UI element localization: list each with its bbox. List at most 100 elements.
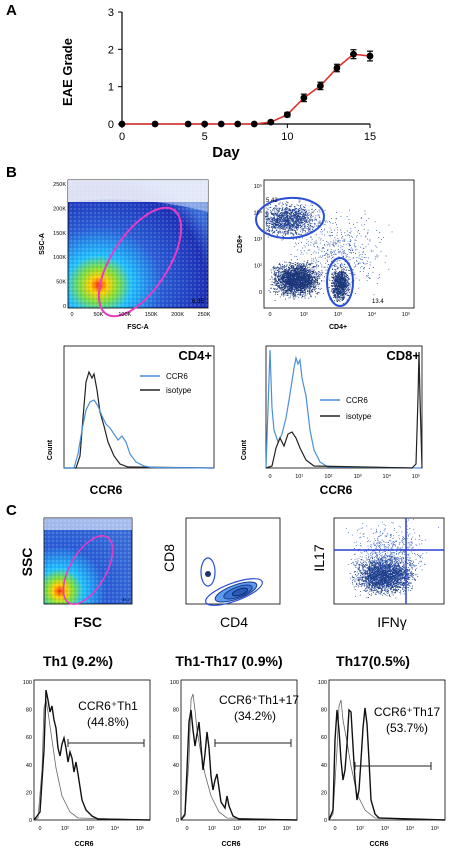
b3-isotype-curve [64,370,215,469]
x-tick-label: 10⁵ [136,825,144,832]
c5-xlabel: CCR6 [221,841,240,848]
b1-gate-pct: 6.35 [192,299,204,305]
c-cd4-cd8-contour-plot: CD8 CD4 [161,517,281,630]
b3-title: CD4+ [178,348,212,363]
eae-point [300,94,308,102]
x-tick-label: 0 [70,312,73,318]
b3-legend-ccr6: CCR6 [166,372,188,381]
x-tick-label: 200K [171,312,184,318]
b1-gate [97,206,183,318]
x-tick-label: 250K [198,312,211,318]
c4-curve-thick [33,689,151,821]
c1-gate-pct: 34.2 [122,597,131,602]
eae-ytick-label: 2 [108,44,114,56]
c3-ylabel: IL17 [311,544,327,571]
c6-xlabel: CCR6 [369,841,388,848]
eae-point [350,50,357,58]
y-tick-label: 20 [26,790,32,796]
x-tick-label: 10⁵ [283,825,291,832]
c-th1-ccr6-histogram: Th1 (9.2%) CCR6⁺Th1 (44.8%) 0 10² 10³ 10⁴ 10… [23,653,151,848]
b2-gate-pct-cd4: 13.4 [372,299,384,305]
y-tick-label: 10² [254,264,262,270]
c-th1th17-ccr6-histogram: Th1-Th17 (0.9%) CCR6⁺Th1+17 (34.2%) 0 10²… [170,653,300,848]
y-tick-label: 0 [176,818,179,824]
event-dots [349,552,422,599]
eae-point [151,120,159,128]
x-tick-label: 10⁴ [368,311,377,318]
x-tick-label: 10⁴ [383,473,392,480]
c2-xlabel: CD4 [220,614,248,630]
y-tick-label: 40 [321,763,327,769]
eae-point [201,120,209,128]
eae-xtick-label: 15 [364,131,376,143]
c5-gate-pct: (34.2%) [234,709,276,723]
y-tick-label: 0 [324,818,327,824]
y-tick-label: 10⁵ [254,183,262,190]
y-tick-label: 80 [321,708,327,714]
c6-gate-pct: (53.7%) [386,721,428,735]
y-tick-label: 0 [63,304,66,310]
x-tick-label: 10³ [86,826,94,832]
panel-label-a: A [6,2,17,19]
eae-point [234,120,242,128]
c-fsc-ssc-density-plot: 34.2 SSC FSC [20,517,133,630]
b3-ccr6-curve [64,399,215,469]
y-tick-label: 80 [26,708,32,714]
x-tick-label: 10⁵ [402,311,410,318]
eae-point [317,82,324,90]
b4-xlabel: CCR6 [320,483,353,497]
eae-point [366,52,374,60]
x-tick-label: 10⁴ [111,825,120,832]
x-tick-label: 0 [333,826,336,832]
b4-legend-ccr6: CCR6 [346,396,368,405]
b-fsc-ssc-density-plot: 6.35 0 50K 100K 150K 200K 250K 0 50K 100K 150K 200… [39,179,211,331]
c2-contours [205,578,263,606]
y-tick-label: 20 [321,790,327,796]
y-tick-label: 0 [29,818,32,824]
y-tick-label: 20 [173,790,179,796]
eae-point [250,120,258,128]
b2-gate-pct-cd8: 5.42 [266,198,278,204]
x-tick-label: 10³ [233,826,241,832]
eae-point [283,111,291,119]
c6-gate-label: CCR6⁺Th17 [374,705,441,719]
eae-ytick-label: 3 [108,7,114,19]
x-tick-label: 10² [300,312,308,318]
c5-title: Th1-Th17 (0.9%) [175,653,282,669]
y-tick-label: 200K [53,206,66,212]
y-tick-label: 40 [26,763,32,769]
c4-gate-pct: (44.8%) [87,715,129,729]
eae-series-line [122,53,371,125]
c2-gate-cd8 [200,557,216,587]
x-tick-label: 10⁴ [258,825,267,832]
c4-title: Th1 (9.2%) [43,653,113,669]
c1-gate [62,535,114,605]
x-tick-label: 10⁵ [431,825,439,832]
y-tick-label: 10⁴ [254,210,263,217]
c-th17-ccr6-histogram: Th17(0.5%) CCR6⁺Th17 (53.7%) 0 10² 10³ 10⁴ 1… [318,653,446,848]
event-dots [345,518,439,587]
x-tick-label: 10² [61,826,69,832]
eae-xlabel: Day [212,144,240,161]
c4-xlabel: CCR6 [74,841,93,848]
x-tick-label: 10⁴ [406,825,415,832]
c1-ylabel: SSC [20,548,35,577]
c1-xlabel: FSC [74,614,102,630]
x-tick-label: 10¹ [295,474,303,480]
b3-xlabel: CCR6 [90,483,123,497]
y-tick-label: 100 [170,680,179,686]
event-dots [265,199,326,241]
c4-gate-label: CCR6⁺Th1 [78,699,138,713]
y-tick-label: 100K [53,255,66,261]
y-tick-label: 40 [173,763,179,769]
c2-ylabel: CD8 [161,544,177,572]
y-tick-label: 60 [26,735,32,741]
b2-ylabel: CD8+ [237,235,244,253]
b1-ylabel: SSC-A [39,233,46,255]
x-tick-label: 10² [208,826,216,832]
b-cd4-cd8-dot-plot: 5.42 13.4 0 10² 10³ 10⁴ 10⁵ 0 10² 10³ 10⁴ 10⁵ CD8… [237,179,415,331]
y-tick-label: 10³ [254,237,262,243]
x-tick-label: 10² [324,474,332,480]
eae-point [118,120,126,128]
c3-xlabel: IFNγ [377,614,407,630]
